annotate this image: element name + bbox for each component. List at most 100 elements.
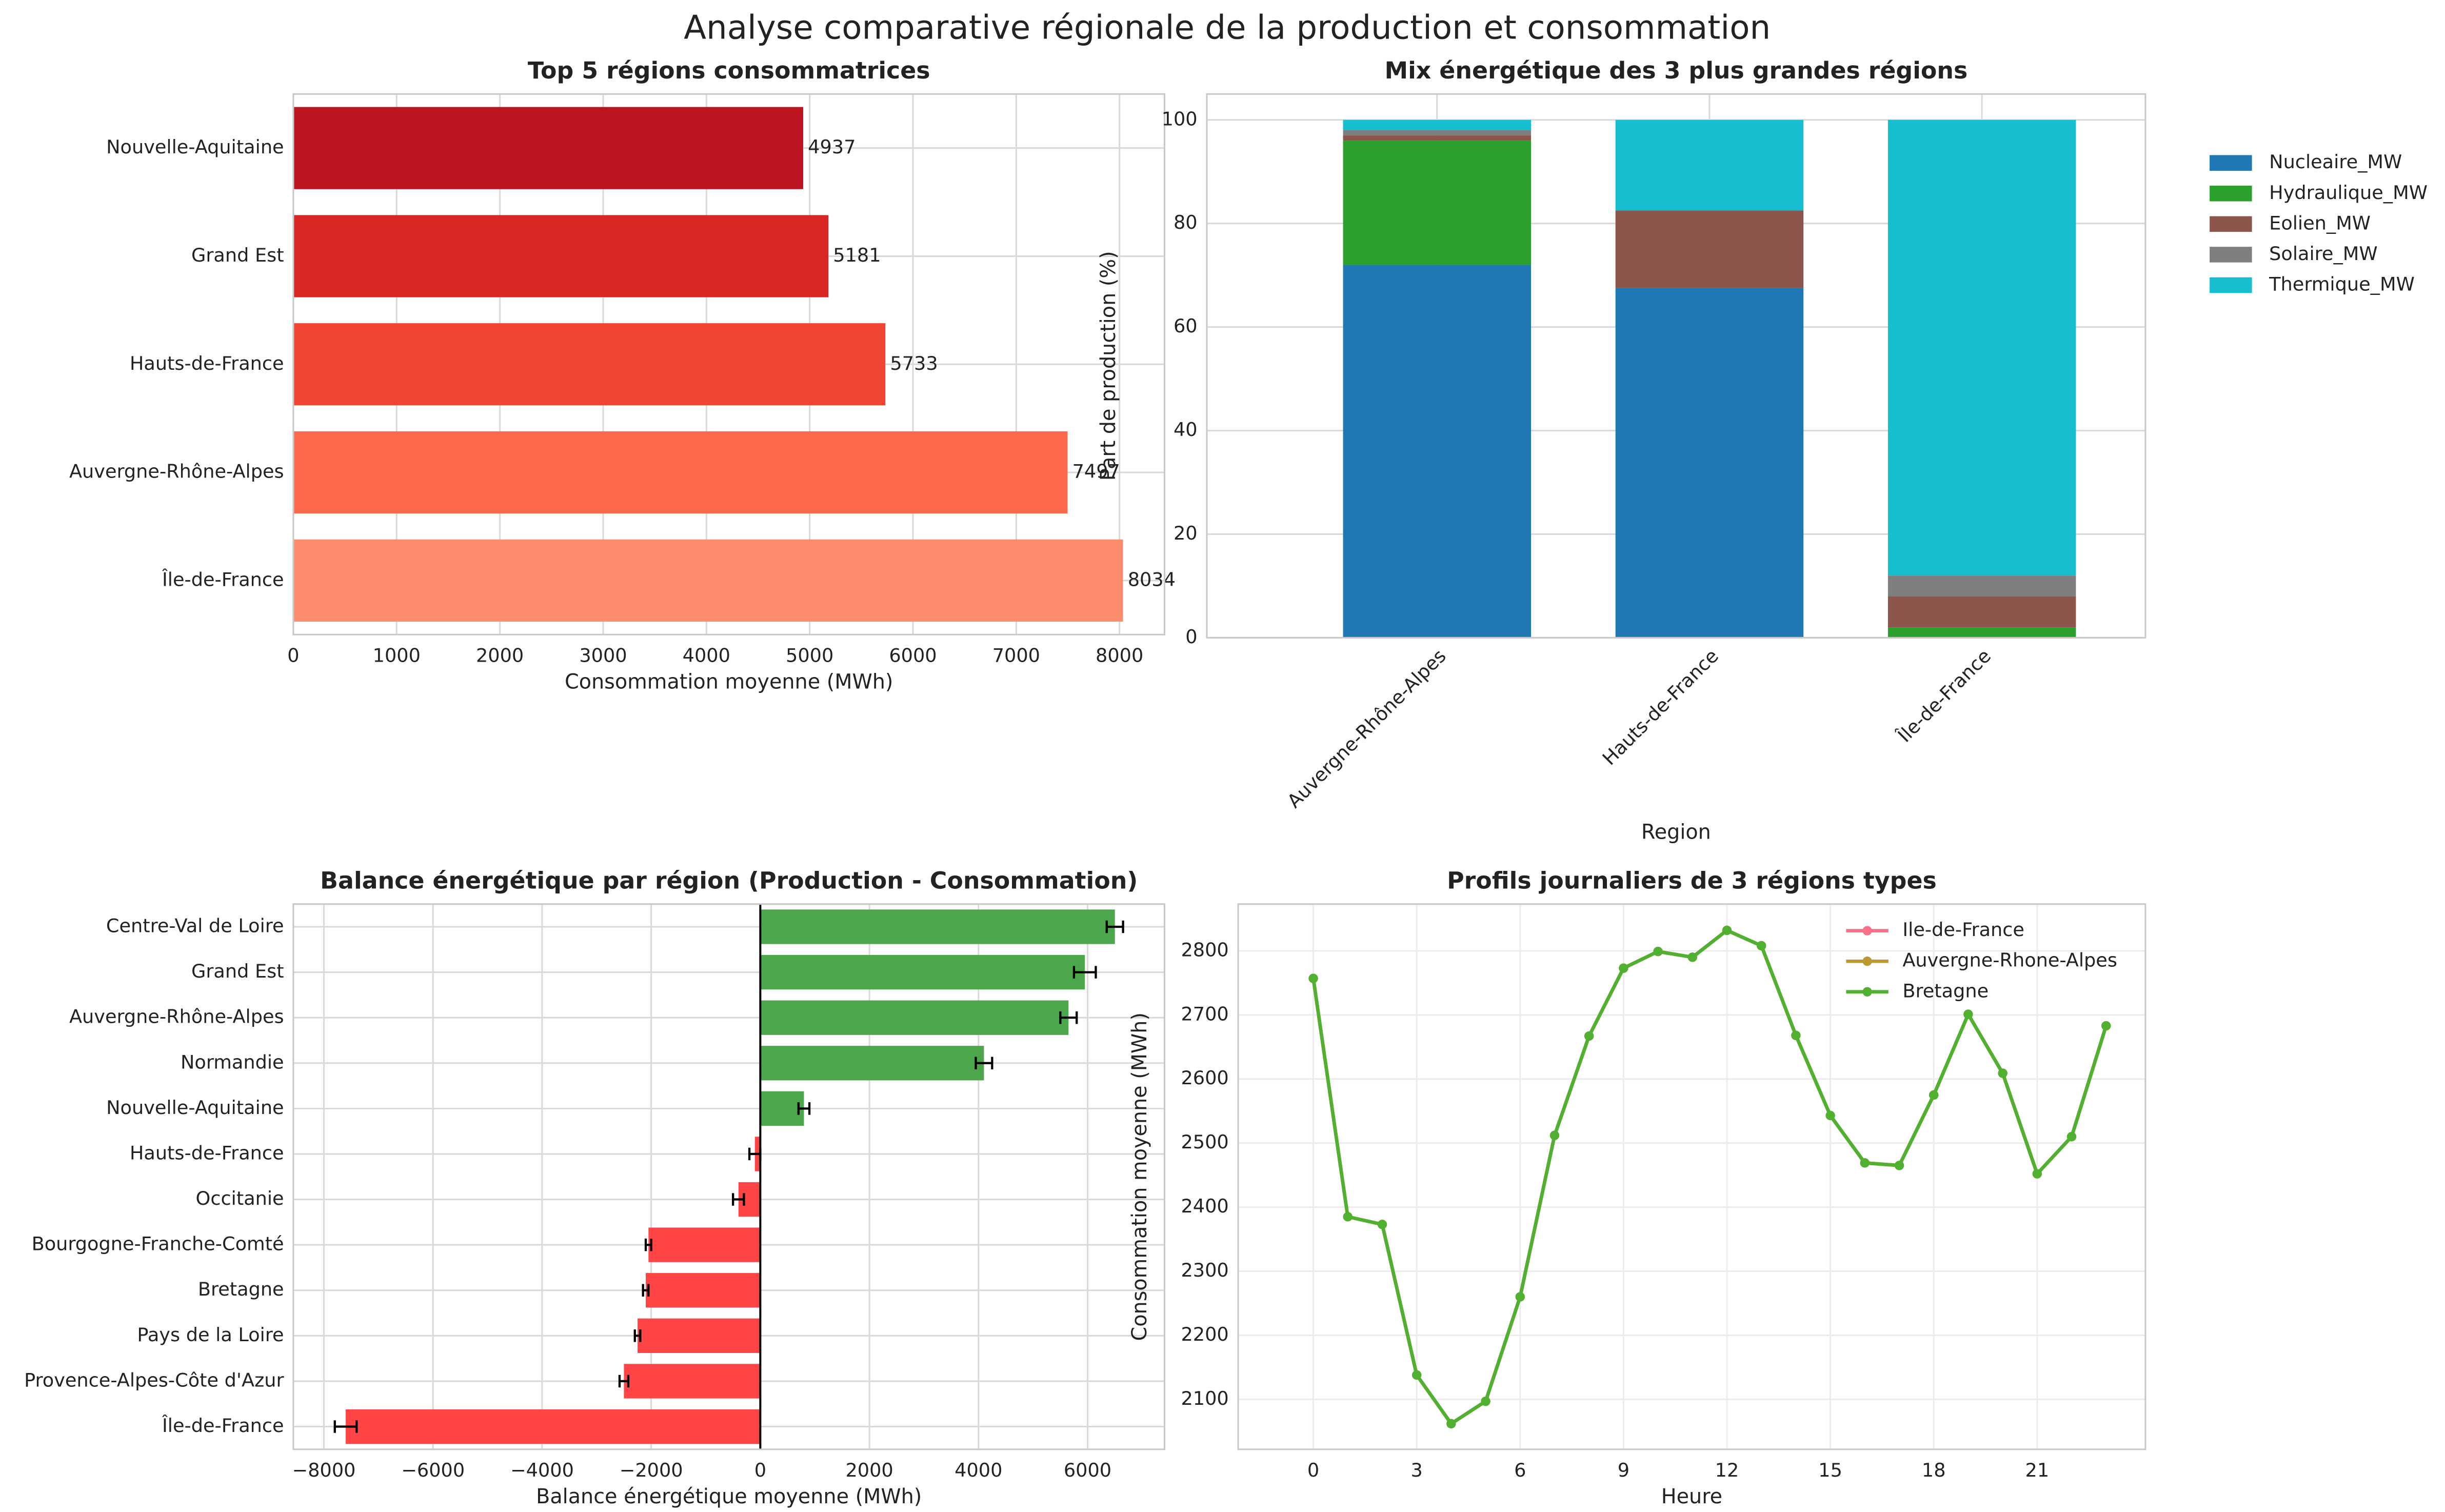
- x-tick-label: 2000: [845, 1459, 893, 1481]
- x-tick-label: 12: [1715, 1459, 1739, 1481]
- y-tick-label: Provence-Alpes-Côte d'Azur: [24, 1369, 284, 1391]
- plot-frame: [1237, 903, 2146, 1450]
- data-label: 7497: [1072, 461, 1120, 483]
- y-tick-label: 2300: [1181, 1259, 1228, 1281]
- legend-marker: [1862, 987, 1872, 997]
- subplot-title: Profils journaliers de 3 régions types: [1447, 866, 1937, 894]
- bar-segment: [1343, 130, 1532, 136]
- bar-segment: [1615, 120, 1804, 211]
- subplot-title: Top 5 régions consommatrices: [528, 56, 930, 84]
- legend-marker: [1862, 957, 1872, 966]
- bar-segment: [1343, 141, 1532, 265]
- y-tick-label: Bretagne: [198, 1278, 284, 1300]
- x-tick-label: −2000: [620, 1459, 683, 1481]
- point: [1446, 1419, 1456, 1428]
- data-label: 5181: [833, 244, 881, 266]
- y-tick-label: Nouvelle-Aquitaine: [106, 1097, 284, 1119]
- y-axis-label: Part de production (%): [1097, 251, 1120, 481]
- point: [2066, 1132, 2077, 1142]
- data-label: 4937: [808, 136, 856, 158]
- bar: [760, 1091, 804, 1126]
- x-axis-label: Heure: [1661, 1485, 1722, 1508]
- subplot-title: Mix énergétique des 3 plus grandes régio…: [1385, 56, 1968, 84]
- y-tick-label: 2800: [1181, 939, 1228, 961]
- plot-frame: [292, 93, 1165, 635]
- bar-segment: [1343, 120, 1532, 130]
- x-tick-label: 0: [287, 645, 299, 667]
- y-tick-label: 2100: [1181, 1387, 1228, 1409]
- bar: [293, 539, 1123, 622]
- legend-swatch: [2210, 216, 2252, 232]
- bar: [760, 1046, 984, 1081]
- point: [1929, 1090, 1939, 1100]
- y-tick-label: 2200: [1181, 1323, 1228, 1345]
- point: [1549, 1130, 1560, 1140]
- bar: [293, 431, 1068, 514]
- x-tick-label: 1000: [373, 645, 421, 667]
- plot-frame: [1206, 93, 2146, 639]
- legend-label: Thermique_MW: [2269, 273, 2415, 295]
- y-tick-label: Hauts-de-France: [130, 1142, 284, 1164]
- y-tick-label: 40: [1174, 419, 1198, 441]
- point: [1722, 925, 1732, 936]
- x-tick-label: 15: [1818, 1459, 1842, 1481]
- bar: [760, 954, 1085, 990]
- y-axis-label: Consommation moyenne (MWh): [1128, 1012, 1151, 1341]
- bar: [638, 1318, 761, 1353]
- y-tick-label: 2400: [1181, 1195, 1228, 1217]
- point: [1584, 1031, 1594, 1041]
- x-tick-label: 9: [1618, 1459, 1629, 1481]
- x-tick-label: 5000: [786, 645, 833, 667]
- x-tick-label: 7000: [992, 645, 1040, 667]
- y-tick-label: Île-de-France: [162, 1414, 284, 1437]
- x-axis-label: Consommation moyenne (MWh): [565, 670, 893, 693]
- y-tick-label: 0: [1185, 626, 1197, 648]
- legend-swatch: [2210, 186, 2252, 202]
- y-tick-label: Hauts-de-France: [130, 352, 284, 374]
- point: [1412, 1370, 1422, 1380]
- point: [1515, 1292, 1525, 1302]
- bar-segment: [1615, 288, 1804, 638]
- point: [1343, 1212, 1353, 1222]
- x-tick-label: 0: [754, 1459, 766, 1481]
- point: [1825, 1110, 1835, 1121]
- legend-swatch: [2210, 247, 2252, 263]
- legend-label: Solaire_MW: [2269, 243, 2377, 265]
- x-tick-label: 3000: [579, 645, 627, 667]
- y-tick-label: Bourgogne-Franche-Comté: [32, 1233, 284, 1255]
- bar-segment: [1615, 210, 1804, 288]
- figure-title: Analyse comparative régionale de la prod…: [684, 9, 1771, 47]
- bar-segment: [1887, 596, 2076, 628]
- x-tick-label: 21: [2025, 1459, 2050, 1481]
- bar: [624, 1364, 761, 1399]
- y-tick-label: 2700: [1181, 1003, 1228, 1025]
- bar-segment: [1887, 575, 2076, 596]
- legend-marker: [1862, 926, 1872, 936]
- bar: [293, 107, 803, 189]
- legend-label: Ile-de-France: [1902, 919, 2024, 941]
- legend-swatch: [2210, 277, 2252, 293]
- bar-segment: [1343, 135, 1532, 141]
- point: [1791, 1030, 1801, 1040]
- bar-segment: [1887, 627, 2076, 638]
- x-tick-label: −8000: [292, 1459, 356, 1481]
- y-tick-label: 2500: [1181, 1131, 1228, 1153]
- point: [1308, 973, 1318, 983]
- y-tick-label: Auvergne-Rhône-Alpes: [69, 461, 284, 483]
- y-tick-label: Normandie: [181, 1051, 284, 1073]
- y-tick-label: Pays de la Loire: [137, 1324, 284, 1346]
- y-tick-label: 100: [1162, 108, 1198, 130]
- y-tick-label: Occitanie: [196, 1187, 284, 1209]
- bar: [293, 215, 829, 297]
- y-tick-label: Auvergne-Rhône-Alpes: [69, 1006, 284, 1028]
- bar: [648, 1227, 761, 1262]
- point: [1687, 952, 1697, 962]
- bar: [293, 323, 886, 406]
- x-tick-label: 8000: [1096, 645, 1143, 667]
- point: [1998, 1068, 2007, 1078]
- legend-label: Auvergne-Rhone-Alpes: [1902, 949, 2117, 971]
- bar: [646, 1273, 761, 1308]
- x-tick-label: 4000: [955, 1459, 1002, 1481]
- x-axis-label: Region: [1641, 821, 1711, 844]
- y-tick-label: 60: [1174, 315, 1198, 337]
